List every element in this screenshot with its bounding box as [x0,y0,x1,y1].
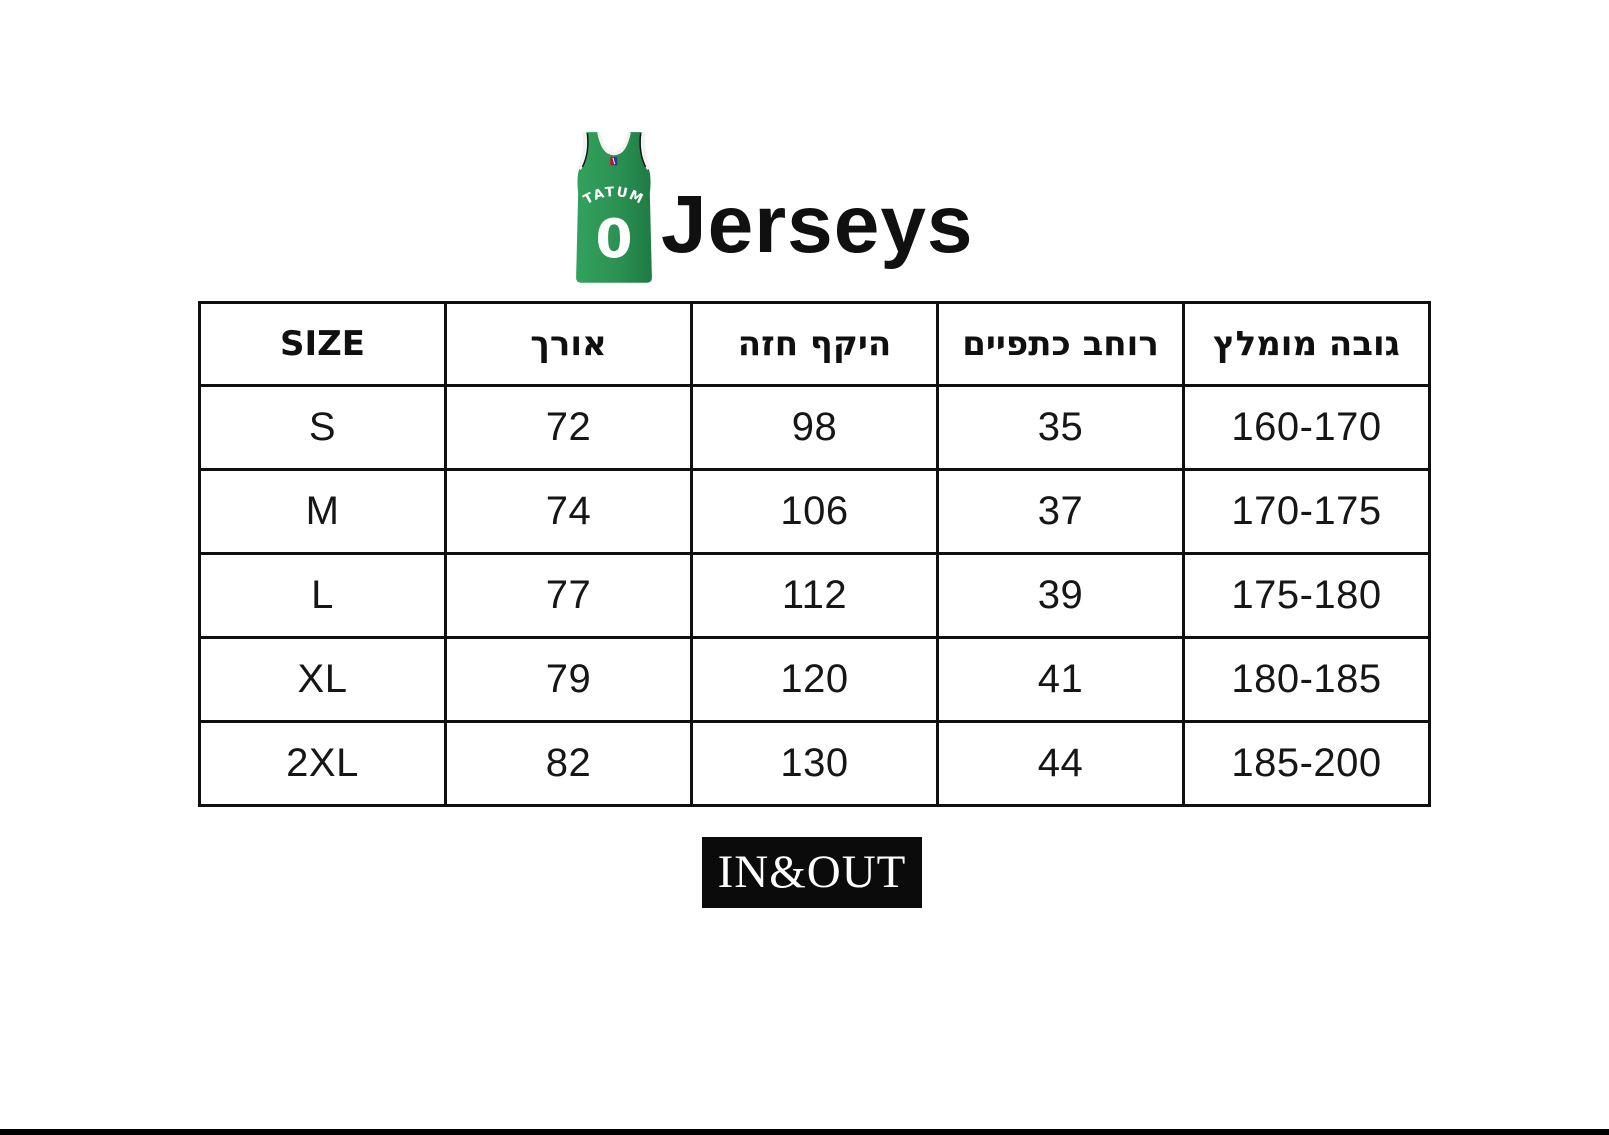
shoulder-cell: 35 [936,384,1185,471]
jersey-player-name: TATUM [581,185,646,208]
jersey-body [576,132,652,283]
size-chart-table-wrap: SIZE אורך היקף חזה רוחב כתפיים גובה מומל… [198,301,1431,807]
armhole-trim-right [640,131,651,170]
chest-cell: 106 [690,468,939,555]
shoulder-cell: 41 [936,636,1185,723]
table-row-l: L 77 112 39 175-180 [198,552,1431,639]
size-cell: L [198,552,447,639]
brand-logo: IN&OUT [702,837,922,908]
height-cell: 170-175 [1182,468,1431,555]
jersey-number: 0 [595,208,632,270]
chest-cell: 120 [690,636,939,723]
jersey-image: TATUM 0 [576,131,652,283]
column-header-length: אורך [444,301,693,387]
height-cell: 160-170 [1182,384,1431,471]
height-cell: 180-185 [1182,636,1431,723]
length-cell: 79 [444,636,693,723]
chest-cell: 130 [690,720,939,807]
page-title: Jerseys [661,179,974,270]
size-cell: M [198,468,447,555]
height-cell: 175-180 [1182,552,1431,639]
column-header-height: גובה מומלץ [1182,301,1431,387]
table-row-2xl: 2XL 82 130 44 185-200 [198,720,1431,807]
armhole-stripe-right [639,133,647,168]
length-cell: 77 [444,552,693,639]
shoulder-cell: 44 [936,720,1185,807]
column-header-chest: היקף חזה [690,301,939,387]
length-cell: 82 [444,720,693,807]
column-header-shoulder: רוחב כתפיים [936,301,1185,387]
shoulder-cell: 39 [936,552,1185,639]
size-chart-table: SIZE אורך היקף חזה רוחב כתפיים גובה מומל… [198,301,1431,807]
header-row: SIZE אורך היקף חזה רוחב כתפיים גובה מומל… [198,301,1431,387]
size-cell: 2XL [198,720,447,807]
size-cell: S [198,384,447,471]
shoulder-cell: 37 [936,468,1185,555]
nba-logo-icon [610,156,618,166]
table-row-s: S 72 98 35 160-170 [198,384,1431,471]
bottom-edge-bar [0,1129,1609,1135]
length-cell: 72 [444,384,693,471]
length-cell: 74 [444,468,693,555]
size-cell: XL [198,636,447,723]
chest-cell: 112 [690,552,939,639]
table-row-xl: XL 79 120 41 180-185 [198,636,1431,723]
table-row-m: M 74 106 37 170-175 [198,468,1431,555]
armhole-trim-left [577,131,588,170]
collar-trim [597,131,631,156]
column-header-size: SIZE [198,301,447,387]
armhole-stripe-left [581,133,589,168]
chest-cell: 98 [690,384,939,471]
brand-logo-text: IN&OUT [717,846,907,898]
height-cell: 185-200 [1182,720,1431,807]
